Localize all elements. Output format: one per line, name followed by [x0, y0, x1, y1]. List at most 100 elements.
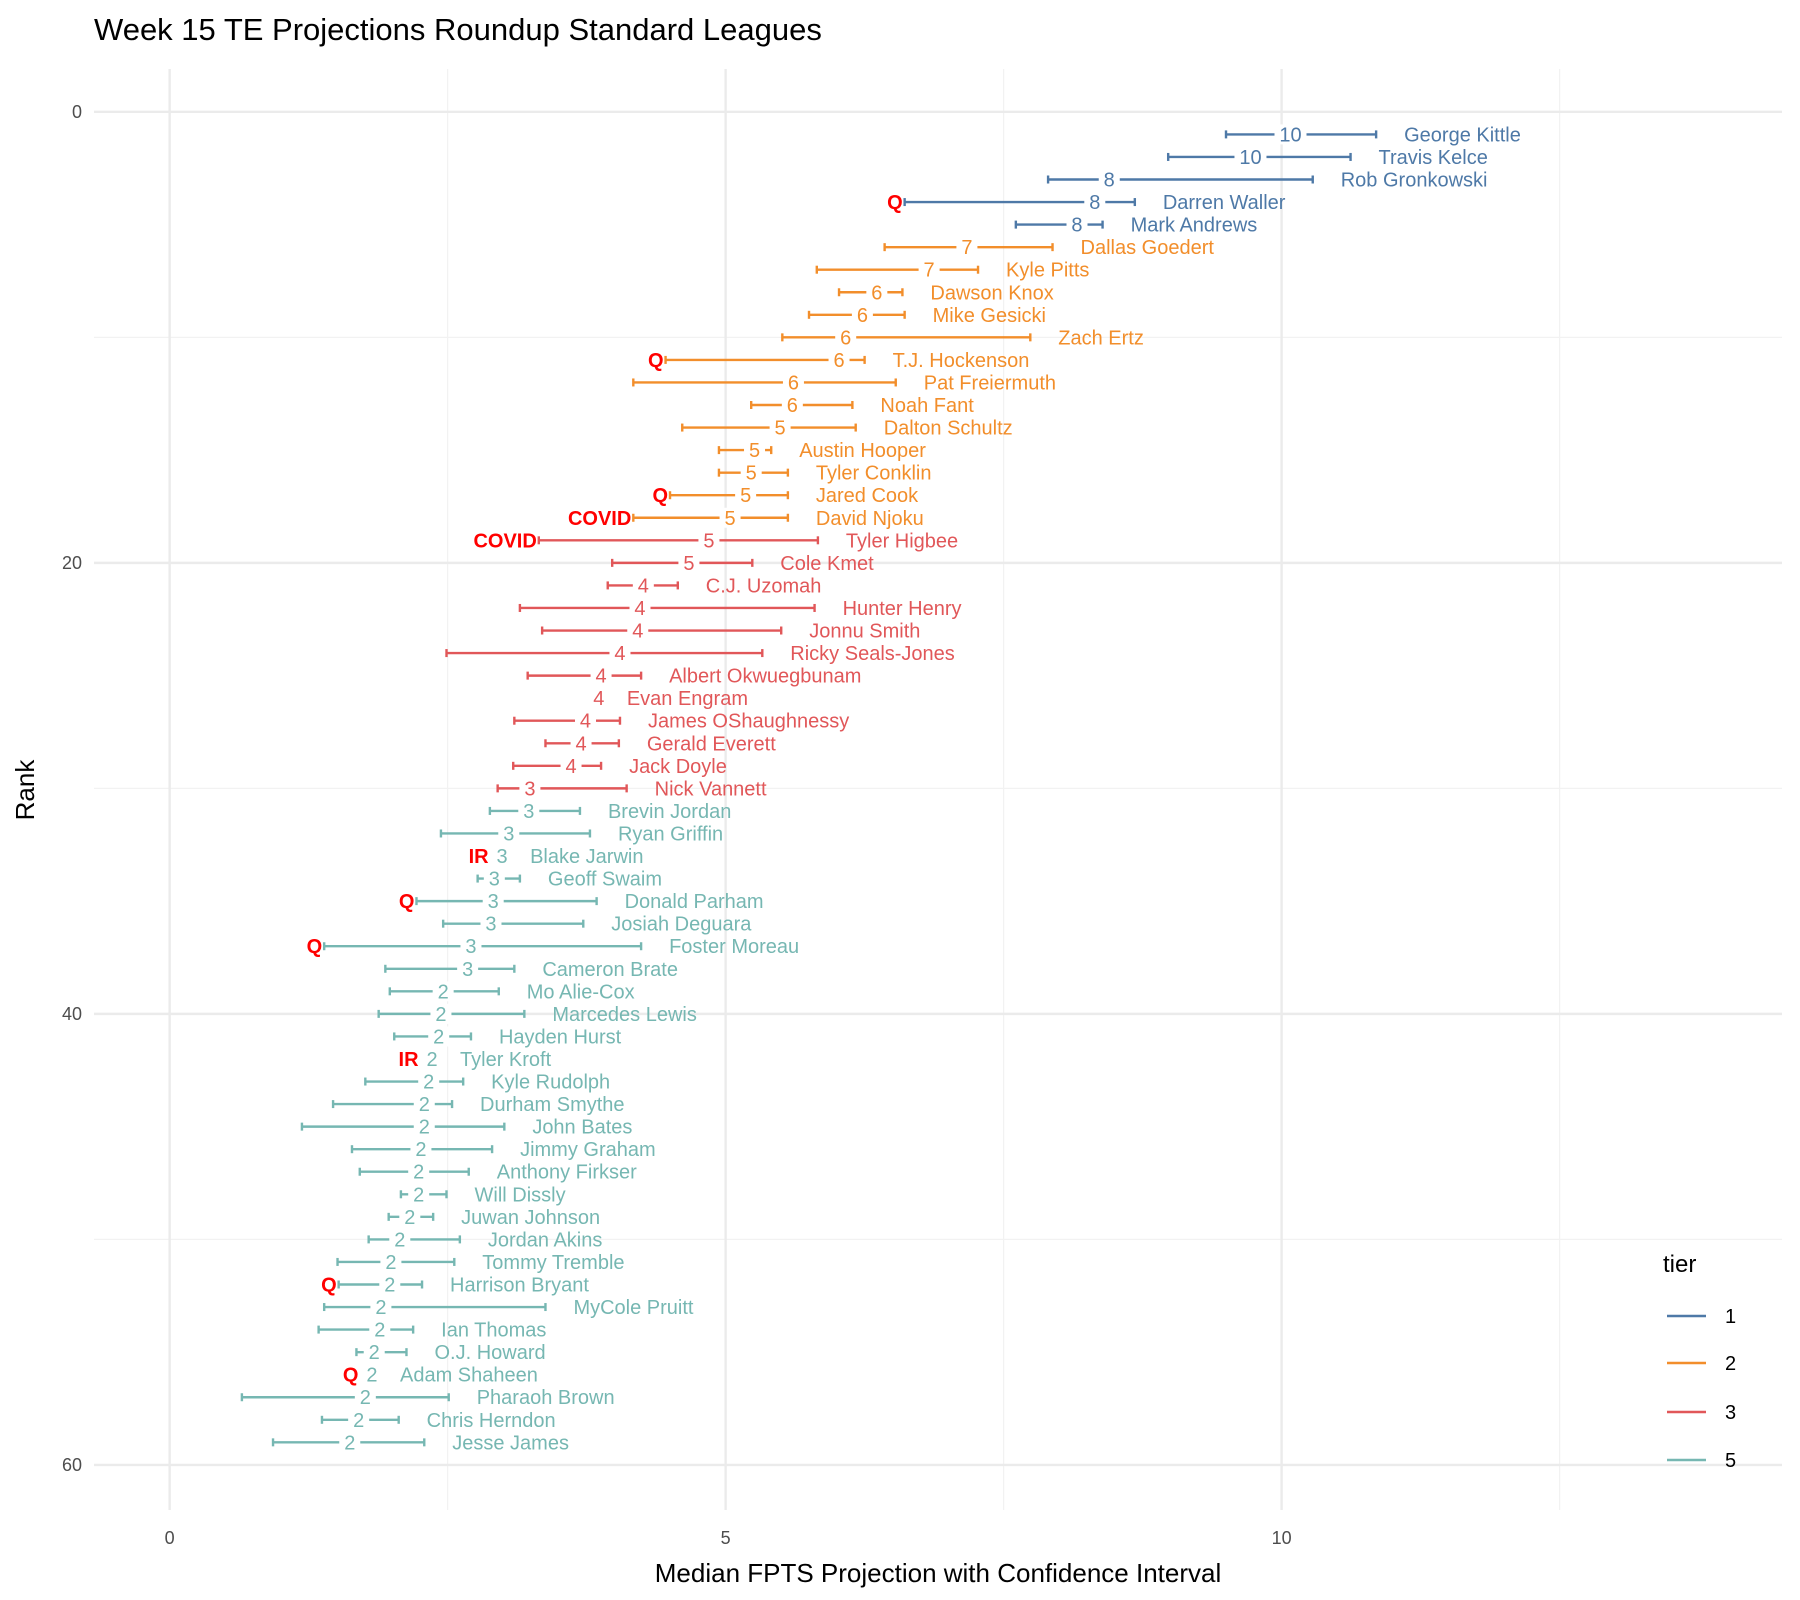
player-name-label: Foster Moreau — [669, 936, 799, 958]
median-label: 5 — [703, 530, 714, 552]
status-note-label: Q — [399, 891, 415, 913]
median-label-background — [457, 958, 479, 979]
player-row: 2 Jimmy Graham — [350, 1139, 656, 1161]
median-label: 3 — [465, 936, 476, 958]
player-row: 2 Will Dissly — [399, 1184, 566, 1206]
median-label-background — [828, 349, 850, 370]
median-label-background — [835, 327, 857, 348]
legend-label: 5 — [1725, 1450, 1736, 1472]
median-label-background — [735, 485, 757, 506]
player-name-label: Geoff Swaim — [548, 869, 662, 891]
player-name-label: Austin Hooper — [799, 440, 926, 462]
status-note-label: COVID — [473, 530, 536, 552]
median-label: 6 — [787, 395, 798, 417]
median-label-background — [519, 778, 541, 799]
player-row: 6 Zach Ertz — [781, 327, 1144, 349]
player-name-label: Jimmy Graham — [520, 1139, 656, 1161]
median-label-background — [339, 1432, 361, 1453]
y-tick-label: 0 — [72, 102, 82, 122]
player-row: 3 Blake Jarwin IR — [469, 846, 643, 868]
median-label-background — [609, 643, 631, 664]
median-label: 2 — [435, 1004, 446, 1026]
player-name-label: Pat Freiermuth — [924, 372, 1056, 394]
player-row: 2 John Bates — [300, 1116, 632, 1139]
player-name-label: Kyle Rudolph — [491, 1072, 610, 1094]
player-row: 2 Kyle Rudolph — [364, 1071, 610, 1094]
player-row: 2 Jordan Akins — [367, 1229, 602, 1251]
player-name-label: MyCole Pruitt — [573, 1297, 693, 1319]
player-name-label: Travis Kelce — [1379, 147, 1488, 169]
median-label: 3 — [523, 801, 534, 823]
player-row: 7 Dallas Goedert — [883, 237, 1214, 259]
median-label-background — [918, 259, 940, 280]
player-name-label: Durham Smythe — [480, 1094, 625, 1116]
median-label-background — [590, 665, 612, 686]
median-label: 3 — [497, 846, 508, 868]
status-note-label: IR — [469, 846, 490, 868]
median-label-background — [1274, 124, 1307, 145]
player-name-label: Chris Herndon — [427, 1410, 556, 1432]
player-name-label: O.J. Howard — [434, 1342, 545, 1364]
player-row: 2 Tommy Tremble — [336, 1251, 625, 1274]
median-label-background — [1084, 192, 1106, 213]
median-label: 2 — [419, 1117, 430, 1139]
player-name-label: Jesse James — [452, 1432, 569, 1454]
median-label: 4 — [596, 666, 607, 688]
status-note-label: COVID — [568, 508, 631, 530]
median-label-background — [399, 1206, 421, 1227]
median-label-background — [678, 552, 700, 573]
median-label: 4 — [638, 575, 649, 597]
median-label: 5 — [749, 440, 760, 462]
median-label: 3 — [485, 914, 496, 936]
median-label-background — [348, 1409, 370, 1430]
median-label-background — [428, 1026, 450, 1047]
median-label-background — [369, 1319, 391, 1340]
player-name-label: Ricky Seals-Jones — [790, 643, 955, 665]
median-label: 6 — [857, 305, 868, 327]
median-label: 3 — [503, 823, 514, 845]
median-label-background — [866, 282, 888, 303]
status-note-label: Q — [343, 1365, 359, 1387]
player-name-label: Hunter Henry — [843, 598, 962, 620]
median-label: 2 — [404, 1207, 415, 1229]
median-label: 3 — [488, 891, 499, 913]
player-name-label: Marcedes Lewis — [552, 1004, 697, 1026]
player-name-label: Dawson Knox — [930, 282, 1053, 304]
median-label: 2 — [344, 1432, 355, 1454]
median-label-background — [629, 597, 651, 618]
median-label: 3 — [462, 959, 473, 981]
player-name-label: James OShaughnessy — [648, 711, 849, 733]
player-name-label: Tyler Kroft — [460, 1049, 552, 1071]
median-label: 3 — [489, 869, 500, 891]
median-label: 4 — [614, 643, 625, 665]
player-row: 5 Austin Hooper — [717, 440, 926, 462]
y-axis-title: Rank — [10, 759, 40, 821]
median-label: 2 — [374, 1320, 385, 1342]
median-label: 2 — [433, 1026, 444, 1048]
player-name-label: Hayden Hurst — [499, 1026, 622, 1048]
median-label: 8 — [1104, 169, 1115, 191]
player-row: 3 Donald Parham Q — [399, 891, 764, 913]
player-name-label: Dalton Schultz — [884, 418, 1013, 440]
player-row: 2 Mo Alie-Cox — [388, 981, 635, 1003]
player-name-label: C.J. Uzomah — [706, 575, 822, 597]
y-tick-label: 20 — [62, 553, 82, 573]
player-row: 5 David Njoku COVID — [568, 507, 924, 530]
x-tick-label: 0 — [165, 1528, 175, 1548]
median-label-background — [632, 575, 654, 596]
median-label-background — [851, 304, 873, 325]
player-row: 2 Juwan Johnson — [387, 1206, 600, 1229]
player-row: 2 Pharaoh Brown — [240, 1387, 615, 1409]
player-name-label: Darren Waller — [1163, 192, 1286, 214]
player-row: 2 Adam Shaheen Q — [343, 1364, 538, 1387]
player-name-label: Gerald Everett — [647, 733, 776, 755]
legend: tier 1 2 3 5 — [1663, 1251, 1736, 1472]
player-row: 5 Cole Kmet — [610, 552, 874, 575]
player-row: 2 Marcedes Lewis — [377, 1003, 697, 1026]
player-row: 4 Gerald Everett — [544, 733, 776, 755]
player-name-label: Will Dissly — [475, 1184, 566, 1206]
player-row: 10 George Kittle — [1224, 124, 1521, 146]
median-label-background — [380, 1251, 402, 1272]
player-row: 6 Noah Fant — [749, 395, 974, 417]
